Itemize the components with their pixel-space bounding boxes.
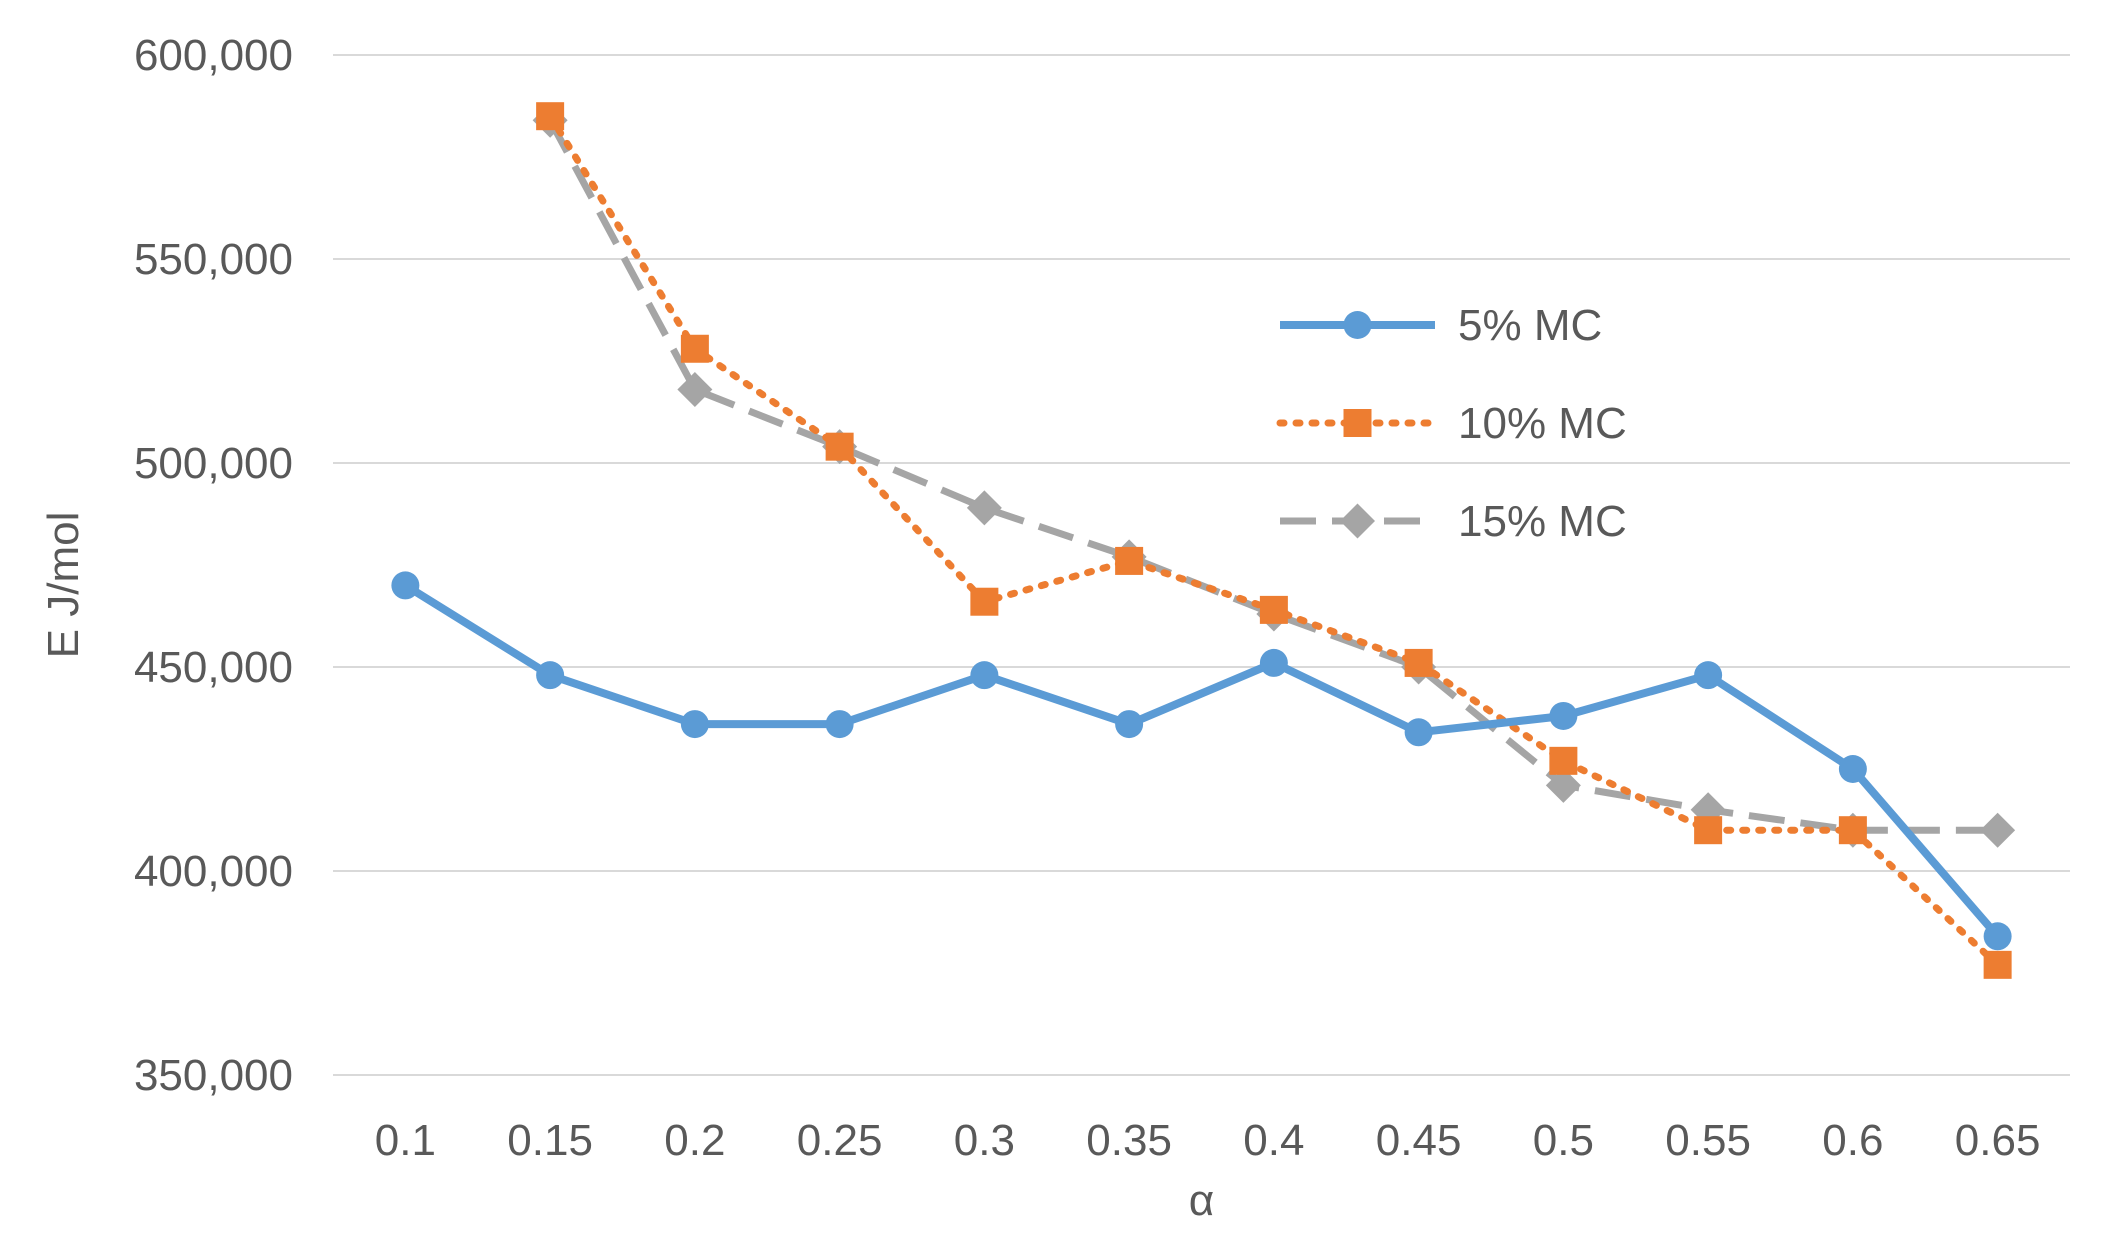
series-line-5-mc bbox=[403, 582, 2001, 939]
data-point bbox=[1838, 816, 1867, 845]
data-point bbox=[391, 571, 420, 600]
x-tick-label: 0.6 bbox=[1822, 1116, 1883, 1165]
data-point bbox=[825, 432, 854, 461]
legend-marker bbox=[1343, 311, 1372, 339]
data-point bbox=[1983, 922, 2012, 951]
data-point bbox=[1259, 595, 1288, 624]
legend-label: 15% MC bbox=[1458, 497, 1627, 546]
data-point bbox=[1545, 767, 1581, 803]
data-point bbox=[677, 372, 713, 408]
series-line-10-mc bbox=[546, 112, 2002, 969]
x-axis-title: α bbox=[1189, 1176, 1214, 1225]
x-tick-label: 0.3 bbox=[954, 1116, 1015, 1165]
y-axis-title: E J/mol bbox=[39, 512, 88, 659]
data-point bbox=[536, 661, 565, 690]
x-tick-label: 0.25 bbox=[797, 1116, 883, 1165]
gridlines bbox=[333, 54, 2070, 1076]
data-point bbox=[1694, 816, 1723, 845]
x-tick-label: 0.15 bbox=[507, 1116, 593, 1165]
x-tick-label: 0.45 bbox=[1376, 1116, 1462, 1165]
legend-marker bbox=[1343, 409, 1372, 437]
data-point bbox=[970, 587, 999, 616]
legend-item-15-mc: 15% MC bbox=[1280, 497, 1627, 546]
y-tick-label: 450,000 bbox=[134, 643, 293, 692]
data-point bbox=[680, 334, 709, 363]
data-point bbox=[536, 102, 565, 131]
y-tick-label: 400,000 bbox=[134, 847, 293, 896]
data-point bbox=[1549, 746, 1578, 775]
data-point bbox=[970, 661, 999, 690]
x-tick-label: 0.4 bbox=[1243, 1116, 1304, 1165]
data-point bbox=[1404, 718, 1433, 747]
legend-item-5-mc: 5% MC bbox=[1280, 301, 1602, 350]
legend-label: 10% MC bbox=[1458, 399, 1627, 448]
legend: 5% MC 10% MC 15% MC bbox=[1276, 301, 1627, 546]
x-tick-label: 0.2 bbox=[664, 1116, 725, 1165]
x-axis-ticks: 0.1 0.15 0.2 0.25 0.3 0.35 0.4 0.45 0.5 0.55 0.6 0.… bbox=[375, 1116, 2041, 1165]
series-10-mc bbox=[536, 102, 2012, 979]
x-tick-label: 0.35 bbox=[1086, 1116, 1172, 1165]
legend-item-10-mc: 10% MC bbox=[1276, 399, 1627, 448]
x-tick-label: 0.65 bbox=[1955, 1116, 2041, 1165]
y-tick-label: 500,000 bbox=[134, 439, 293, 488]
y-axis-ticks: 350,000 400,000 450,000 500,000 550,000 600,0… bbox=[134, 31, 293, 1100]
data-point bbox=[1980, 812, 2016, 848]
data-point bbox=[1115, 546, 1144, 575]
x-tick-label: 0.55 bbox=[1665, 1116, 1751, 1165]
x-tick-label: 0.1 bbox=[375, 1116, 436, 1165]
data-point bbox=[825, 710, 854, 739]
data-point bbox=[1404, 648, 1433, 677]
y-tick-label: 600,000 bbox=[134, 31, 293, 80]
legend-marker bbox=[1340, 503, 1375, 539]
y-tick-label: 550,000 bbox=[134, 235, 293, 284]
data-point bbox=[1259, 648, 1288, 677]
data-point bbox=[1549, 701, 1578, 730]
series-5-mc bbox=[391, 571, 2012, 951]
series-group bbox=[391, 102, 2016, 979]
data-point bbox=[1983, 950, 2012, 979]
data-point bbox=[966, 490, 1002, 526]
data-point bbox=[680, 710, 709, 739]
data-point bbox=[1115, 710, 1144, 739]
legend-label: 5% MC bbox=[1458, 301, 1602, 350]
y-tick-label: 350,000 bbox=[134, 1051, 293, 1100]
series-15-mc bbox=[532, 102, 2016, 848]
data-point bbox=[1838, 755, 1867, 783]
series-line-15-mc bbox=[547, 118, 1998, 834]
x-tick-label: 0.5 bbox=[1533, 1116, 1594, 1165]
data-point bbox=[1694, 661, 1723, 690]
